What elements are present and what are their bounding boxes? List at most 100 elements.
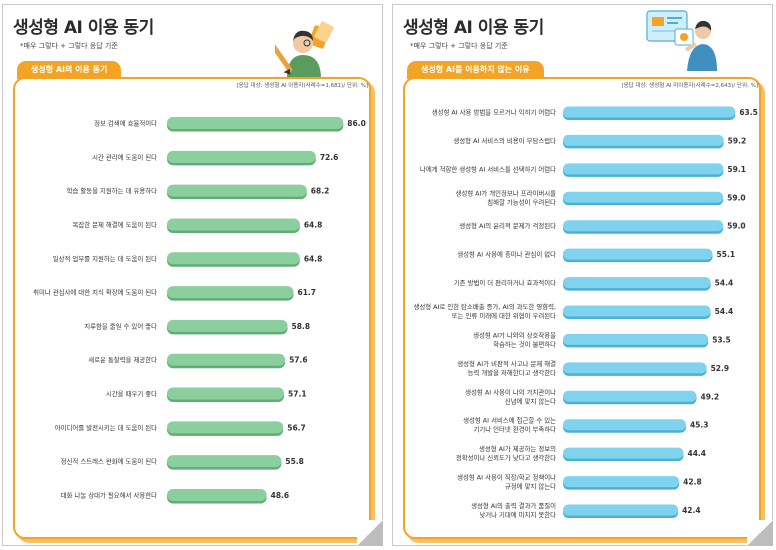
bar-group: 59.1 나에게 적합한 생성형 AI 서비스를 선택하기 어렵다 <box>420 163 746 177</box>
value-label: 61.7 <box>297 288 316 297</box>
value-label: 68.2 <box>311 187 330 196</box>
category-label: 신념에 맞지 않는다 <box>505 396 556 405</box>
bar <box>563 277 711 289</box>
bar-group: 63.5 생성형 AI 사용 방법을 모르거나 익히기 어렵다 <box>432 106 758 120</box>
bar <box>563 333 709 345</box>
page-fold <box>357 520 383 546</box>
category-label: 지루함을 줄일 수 있어 좋다 <box>84 321 157 330</box>
value-label: 55.1 <box>717 250 736 259</box>
value-label: 54.4 <box>715 307 734 316</box>
category-label: 생성형 AI가 제공하는 정보의 <box>479 444 556 453</box>
value-label: 59.2 <box>728 136 747 145</box>
bar <box>167 421 284 434</box>
value-label: 86.0 <box>347 119 366 128</box>
category-label: 정확성이나 신뢰도가 낮다고 생각한다 <box>456 453 556 462</box>
page-note: *매우 그렇다 + 그렇다 응답 기준 <box>410 42 508 50</box>
page-title: 생성형 AI 이용 동기 <box>403 18 544 38</box>
category-label: 생성형 AI의 출력 결과가 품질이 <box>471 501 556 510</box>
category-label: 또는 인류 미래에 대한 위협이 우려된다 <box>452 311 556 320</box>
bar-group: 72.6 시간 관리에 도움이 된다 <box>92 150 339 166</box>
bar-group: 55.8 정신적 스트레스 완화에 도움이 된다 <box>61 455 304 470</box>
category-label: 생성형 AI가 나와의 상호작용을 <box>473 330 556 339</box>
respondent-basis: [응답 대상: 생성형 AI 미이용자(사례수=2,643)/ 단위: %] <box>621 83 758 89</box>
category-label: 취미나 관심사에 대한 지식 확장에 도움이 된다 <box>33 288 157 297</box>
value-label: 42.4 <box>682 506 701 515</box>
person-pencil-illustration <box>275 21 334 79</box>
category-label: 기존 방법이 더 편리하거나 효과적이다 <box>454 278 556 287</box>
value-label: 52.9 <box>711 364 730 373</box>
value-label: 64.8 <box>304 220 323 229</box>
bar <box>563 447 684 459</box>
bar <box>563 476 680 488</box>
value-label: 72.6 <box>320 153 339 162</box>
category-label: 생성형 AI 사용이 직장/학교 정책이나 <box>457 473 556 482</box>
category-label: 아이디어를 발전시키는 데 도움이 된다 <box>55 423 157 432</box>
bar-group: 55.1 생성형 AI 사용에 흥미나 관심이 없다 <box>457 248 736 263</box>
motivation-bar-chart: 86.0 정보 검색에 효율적이다 72.6 시간 관리에 도움이 된다 68.2 학습 … <box>33 117 366 504</box>
bar-group: 54.4 기존 방법이 더 편리하거나 효과적이다 <box>454 277 733 291</box>
bar-group: 57.6 새로운 통찰력을 제공한다 <box>88 353 308 369</box>
value-label: 57.1 <box>288 390 307 399</box>
bar <box>167 184 307 197</box>
bar <box>563 134 724 146</box>
bar <box>167 117 344 129</box>
page-title: 생성형 AI 이용 동기 <box>13 18 154 38</box>
category-label: 생성형 AI 서비스에 접근할 수 있는 <box>463 416 556 425</box>
bar-group: 57.1 시간을 때우기 좋다 <box>106 387 307 403</box>
bar-group: 59.0 생성형 AI의 윤리적 문제가 걱정된다 <box>459 220 746 234</box>
respondent-basis: [응답 대상: 생성형 AI 이용자(사례수=1,681)/ 단위: %] <box>236 83 369 89</box>
category-label: 정보 검색에 효율적이다 <box>94 119 157 128</box>
bar-group: 59.2 생성형 AI 서비스의 비용이 부담스럽다 <box>453 134 747 149</box>
bar <box>563 248 713 260</box>
bar <box>563 163 724 175</box>
bar-group: 48.6 대화 나눌 상대가 필요해서 사용한다 <box>61 489 289 504</box>
category-label: 학습하는 것이 불편하다 <box>493 339 556 348</box>
category-label: 생성형 AI의 윤리적 문제가 걱정된다 <box>459 221 556 230</box>
value-label: 45.3 <box>690 421 709 430</box>
value-label: 42.8 <box>683 478 702 487</box>
bar-group: 64.8 복잡한 문제 해결에 도움이 된다 <box>72 218 322 233</box>
non-use-reason-bar-chart: 63.5 생성형 AI 사용 방법을 모르거나 익히기 어렵다 59.2 생성형 AI… <box>413 106 758 519</box>
category-label: 생성형 AI 사용이 나의 가치관이나 <box>465 387 556 396</box>
bar-group: 58.8 지루함을 줄일 수 있어 좋다 <box>84 319 311 335</box>
category-label: 복잡한 문제 해결에 도움이 된다 <box>72 220 157 229</box>
value-label: 55.8 <box>285 457 304 466</box>
value-label: 58.8 <box>292 322 311 331</box>
category-label: 시간을 때우기 좋다 <box>106 389 157 398</box>
category-label: 정신적 스트레스 완화에 도움이 된다 <box>61 457 157 466</box>
bar <box>167 218 300 231</box>
bar <box>563 305 711 317</box>
panel-tab: 생성형 AI를 이용하지 않는 이유 <box>407 61 544 79</box>
category-label: 나에게 적합한 생성형 AI 서비스를 선택하기 어렵다 <box>420 164 556 173</box>
bar-group: 61.7 취미나 관심사에 대한 지식 확장에 도움이 된다 <box>33 286 316 301</box>
bar <box>167 150 316 163</box>
value-label: 57.6 <box>289 356 308 365</box>
bar <box>563 220 724 232</box>
bar <box>563 106 736 118</box>
bar <box>167 286 294 299</box>
bar <box>167 319 288 332</box>
bar <box>563 390 697 402</box>
category-label: 생성형 AI가 개인정보나 프라이버시를 <box>455 188 556 197</box>
category-label: 학습 활동을 지원하는 데 유용하다 <box>67 186 158 195</box>
category-label: 규정에 맞지 않는다 <box>505 482 556 491</box>
value-label: 48.6 <box>271 491 290 500</box>
bar <box>167 387 285 400</box>
value-label: 59.0 <box>727 222 746 231</box>
left-page: 생성형 AI 이용 동기 *매우 그렇다 + 그렇다 응답 기준 생성형 AI의… <box>2 4 383 546</box>
person-screen-illustration <box>646 10 717 71</box>
category-label: 생성형 AI로 인한 탄소배출 증가, AI의 과도한 영향력, <box>413 302 556 311</box>
bar <box>563 419 686 431</box>
bar-group: 54.4 생성형 AI로 인한 탄소배출 증가, AI의 과도한 영향력,또는 인… <box>413 302 733 320</box>
bar <box>563 504 679 516</box>
value-label: 59.1 <box>727 165 746 174</box>
bar-group: 68.2 학습 활동을 지원하는 데 유용하다 <box>67 184 330 200</box>
value-label: 54.4 <box>715 279 734 288</box>
